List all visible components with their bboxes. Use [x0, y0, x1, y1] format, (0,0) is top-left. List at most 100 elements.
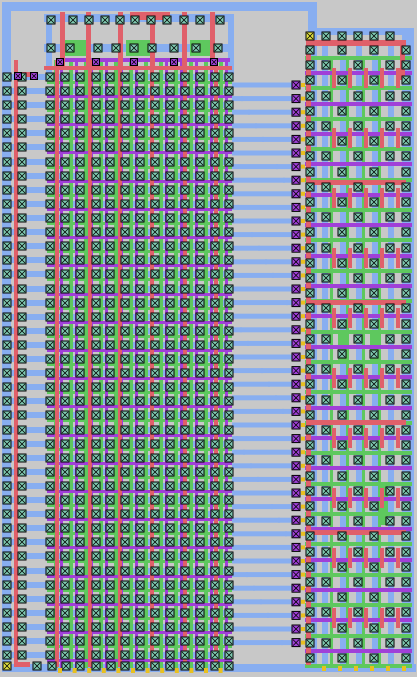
contact-cross — [151, 397, 159, 405]
contact-cross — [292, 544, 300, 551]
contact-cell — [401, 273, 411, 283]
contact-cross — [322, 578, 330, 586]
routing-track — [282, 408, 300, 414]
contact-cell — [135, 128, 145, 138]
contact-cross — [121, 482, 129, 490]
contact-cross — [338, 107, 346, 115]
via-marker — [301, 314, 305, 319]
contact-cross — [292, 625, 300, 633]
contact-cross — [211, 609, 219, 617]
contact-cell — [210, 298, 220, 308]
contact-cell — [120, 312, 130, 322]
contact-cross — [166, 327, 174, 335]
contact-cross — [116, 16, 124, 24]
contact-cross — [306, 487, 314, 495]
contact-cell — [150, 269, 160, 279]
contact-cross — [386, 92, 394, 100]
contact-cell — [75, 128, 85, 138]
routing-track — [274, 626, 300, 632]
contact-cell — [150, 354, 160, 364]
contact-cell — [92, 58, 100, 66]
contact-cross — [292, 204, 300, 211]
contact-cell — [305, 364, 315, 374]
contact-cross — [76, 129, 84, 137]
contact-cell — [401, 607, 411, 617]
contact-cell — [385, 364, 395, 374]
contact-cell — [45, 636, 55, 646]
routing-track — [232, 626, 276, 632]
contact-cell — [337, 410, 347, 420]
contact-cell — [165, 636, 175, 646]
contact-cell — [210, 241, 220, 251]
contact-cell — [68, 15, 78, 25]
contact-cell — [91, 509, 101, 519]
contact-cell — [337, 258, 347, 268]
contact-cross — [76, 87, 84, 95]
contact-cell — [369, 592, 379, 602]
contact-cell — [60, 241, 70, 251]
contact-cell — [45, 86, 55, 96]
contact-cross — [370, 563, 378, 571]
routing-track — [232, 123, 257, 129]
contact-cross — [370, 107, 378, 115]
contact-cross — [196, 355, 204, 363]
right-diffusion-row — [305, 71, 412, 75]
contact-cross — [136, 468, 144, 476]
contact-cross — [61, 299, 69, 307]
contact-cross — [196, 73, 204, 81]
contact-cell — [305, 334, 315, 344]
contact-cell — [165, 298, 175, 308]
contact-cross — [306, 654, 314, 662]
contact-cell — [180, 199, 190, 209]
contact-cross — [402, 654, 410, 662]
top-cell-m2 — [118, 12, 123, 68]
contact-cross — [211, 538, 219, 546]
contact-cross — [121, 567, 129, 575]
contact-cell — [401, 410, 411, 420]
contact-cross — [61, 285, 69, 293]
contact-cross — [225, 482, 233, 490]
contact-cross — [402, 289, 410, 297]
contact-cross — [136, 383, 144, 391]
contact-cross — [322, 396, 330, 404]
contact-cross — [61, 440, 69, 448]
contact-cross — [76, 143, 84, 151]
contact-cross — [61, 426, 69, 434]
contact-cell — [337, 288, 347, 298]
contact-cross — [292, 367, 300, 374]
contact-cross — [3, 468, 11, 476]
contact-cell — [45, 396, 55, 406]
contact-cell — [75, 185, 85, 195]
contact-cell — [91, 661, 101, 671]
contact-cell — [180, 157, 190, 167]
via-marker — [301, 341, 305, 346]
contact-cell — [224, 594, 234, 604]
contact-cell — [369, 31, 379, 41]
right-diffusion-row — [305, 375, 412, 379]
contact-cross — [92, 158, 100, 166]
contact-cross — [166, 510, 174, 518]
contact-cross — [136, 299, 144, 307]
contact-cell — [120, 326, 130, 336]
contact-cross — [225, 651, 233, 659]
contact-cell — [75, 495, 85, 505]
contact-cross — [76, 510, 84, 518]
contact-cell — [369, 45, 379, 55]
contact-cross — [151, 482, 159, 490]
contact-cross — [46, 200, 54, 208]
contact-cell — [150, 523, 160, 533]
right-m2-segment — [332, 428, 336, 448]
contact-cross — [76, 214, 84, 222]
contact-cross — [402, 472, 410, 480]
contact-cross — [18, 270, 26, 278]
contact-cross — [121, 285, 129, 293]
contact-cell — [305, 319, 315, 329]
contact-cross — [181, 609, 189, 617]
contact-cell — [2, 382, 12, 392]
contact-cell — [353, 638, 363, 648]
contact-cross — [151, 637, 159, 645]
contact-cell — [75, 284, 85, 294]
contact-cell — [210, 382, 220, 392]
contact-cross — [402, 532, 410, 540]
contact-cell — [210, 128, 220, 138]
